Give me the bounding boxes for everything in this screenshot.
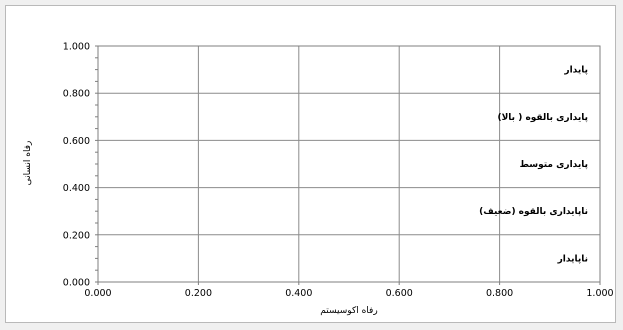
- x-tick-label: 0.600: [386, 288, 413, 299]
- band-labels: پایدار پایداری بالقوه ( بالا) پایداری متوس…: [479, 66, 588, 265]
- y-tick-label: 0.600: [63, 136, 90, 147]
- band-label: پایداری بالقوه ( بالا): [497, 113, 588, 123]
- y-tick-labels: 0.000 0.200 0.400 0.600 0.800 1.000: [63, 42, 90, 289]
- band-label: پایدار: [563, 66, 588, 76]
- band-label: ناپایداری بالقوه (ضعیف): [479, 207, 588, 217]
- x-axis-title: رفاه اکوسیستم: [320, 306, 377, 316]
- x-tick-labels: 0.000 0.200 0.400 0.600 0.800 1.000: [84, 288, 613, 299]
- chart-frame: [5, 5, 616, 323]
- x-tick-label: 1.000: [586, 288, 613, 299]
- x-tick-label: 0.800: [486, 288, 513, 299]
- y-tick-label: 0.800: [63, 89, 90, 100]
- plot-area: [97, 45, 601, 283]
- y-axis-title: رفاه انسانی: [23, 141, 33, 186]
- band-label: ناپایدار: [557, 254, 588, 264]
- y-tick-label: 0.000: [63, 278, 90, 289]
- y-tick-label: 1.000: [63, 42, 90, 53]
- x-tick-label: 0.000: [84, 288, 111, 299]
- y-tick-label: 0.400: [63, 183, 90, 194]
- band-label: پایداری متوسط: [520, 160, 588, 170]
- grid: [98, 46, 600, 282]
- x-tick-label: 0.400: [285, 288, 312, 299]
- plot-border: [95, 45, 601, 285]
- y-tick-label: 0.200: [63, 230, 90, 241]
- x-tick-label: 0.200: [185, 288, 212, 299]
